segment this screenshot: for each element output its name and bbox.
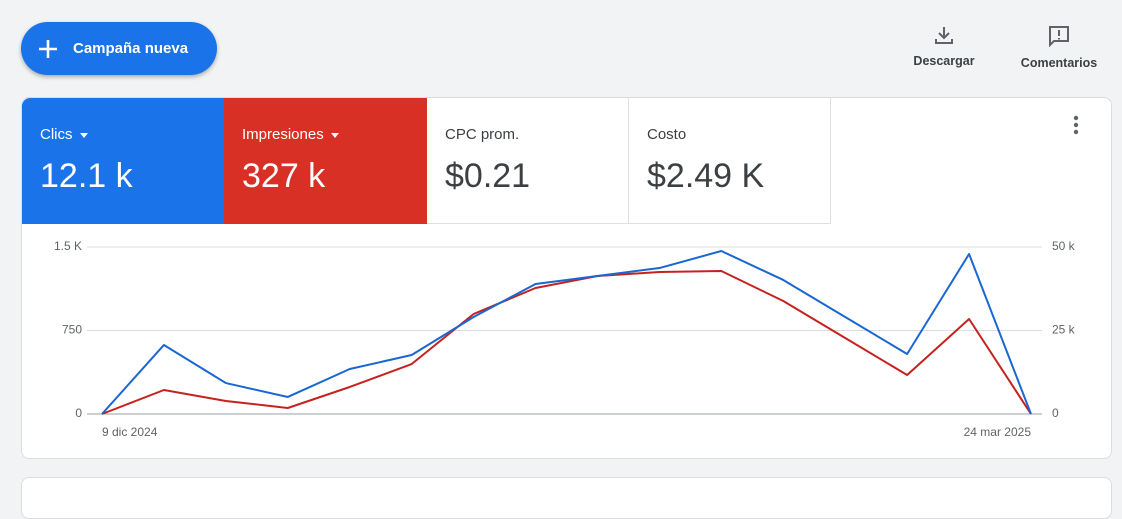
y-tick-label: 0 bbox=[75, 406, 82, 420]
chart: 0 750 1.5 K 0 25 k 50 k 9 dic 2024 24 mar 2025 bbox=[54, 239, 1076, 439]
feedback-button[interactable]: Comentarios bbox=[1009, 24, 1109, 70]
x-tick-label: 9 dic 2024 bbox=[102, 425, 158, 439]
feedback-icon bbox=[1049, 26, 1069, 48]
metric-tile[interactable]: Impresiones 327 k bbox=[224, 98, 427, 224]
metric-tile[interactable]: Clics 12.1 k bbox=[22, 98, 224, 224]
dropdown-icon bbox=[79, 132, 88, 138]
feedback-label: Comentarios bbox=[1020, 56, 1098, 70]
series-line bbox=[101, 270, 1032, 415]
metric-value: $2.49 K bbox=[647, 157, 765, 195]
plus-icon bbox=[39, 39, 57, 58]
metric-label: Clics bbox=[40, 126, 73, 143]
dropdown-icon bbox=[330, 132, 339, 138]
metric-tile[interactable]: Costo $2.49 K bbox=[629, 98, 831, 224]
new-campaign-button[interactable]: Campaña nueva bbox=[21, 22, 217, 75]
series-line bbox=[101, 250, 1032, 415]
download-button[interactable]: Descargar bbox=[894, 24, 994, 68]
metric-label: Impresiones bbox=[242, 126, 324, 143]
download-label: Descargar bbox=[913, 54, 975, 68]
y-tick-label: 750 bbox=[62, 323, 82, 337]
y2-tick-label: 25 k bbox=[1052, 323, 1076, 337]
button-label: Campaña nueva bbox=[73, 40, 189, 57]
metric-tile[interactable]: CPC prom. $0.21 bbox=[427, 98, 629, 224]
metric-value: $0.21 bbox=[445, 157, 531, 195]
download-icon bbox=[935, 27, 953, 44]
y2-tick-label: 0 bbox=[1052, 406, 1059, 420]
more-menu[interactable] bbox=[1066, 114, 1086, 138]
metric-value: 327 k bbox=[242, 157, 326, 195]
metric-label: Costo bbox=[647, 126, 687, 143]
metric-value: 12.1 k bbox=[40, 157, 133, 195]
metric-label: CPC prom. bbox=[445, 126, 520, 143]
x-tick-label: 24 mar 2025 bbox=[964, 425, 1032, 439]
y-tick-label: 1.5 K bbox=[54, 239, 82, 253]
y2-tick-label: 50 k bbox=[1052, 239, 1076, 253]
page: Campaña nueva Descargar Comentarios Clic… bbox=[21, 22, 1112, 519]
